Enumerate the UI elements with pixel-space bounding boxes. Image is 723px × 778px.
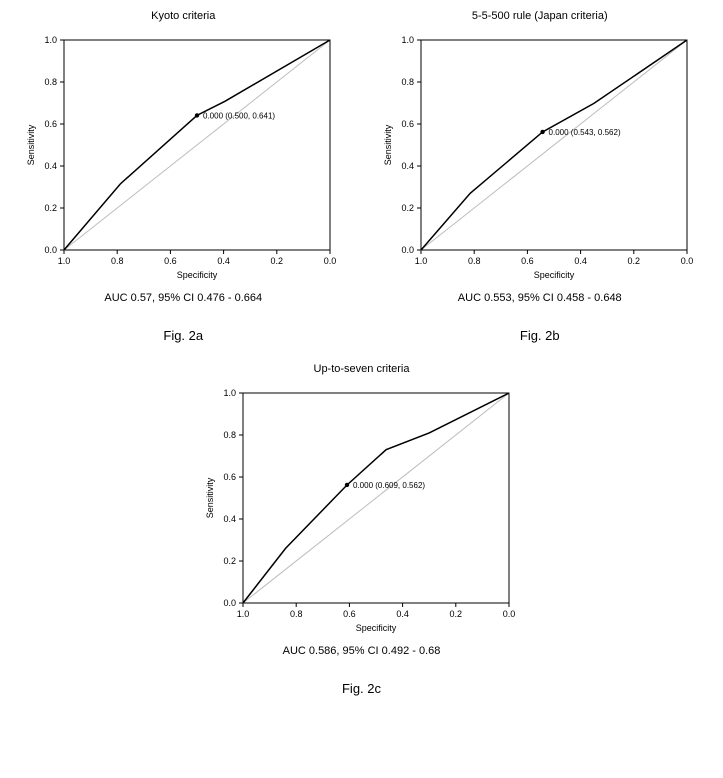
panel-a-fig-label: Fig. 2a [163, 328, 203, 343]
panel-c-fig-label: Fig. 2c [342, 681, 381, 696]
svg-text:Sensitivity: Sensitivity [383, 124, 393, 165]
svg-text:1.0: 1.0 [223, 388, 236, 398]
svg-text:0.0: 0.0 [223, 598, 236, 608]
svg-text:0.000 (0.543, 0.562): 0.000 (0.543, 0.562) [548, 128, 620, 137]
svg-text:0.4: 0.4 [45, 161, 58, 171]
panel-a: Kyoto criteria 1.0 0.8 0.6 0.4 0.2 0.0 0.0 0.2 0… [10, 10, 357, 343]
panel-b-auc: AUC 0.553, 95% CI 0.458 - 0.648 [458, 292, 622, 304]
svg-text:0.2: 0.2 [627, 256, 640, 266]
top-row: Kyoto criteria 1.0 0.8 0.6 0.4 0.2 0.0 0.0 0.2 0… [10, 10, 713, 343]
svg-text:0.8: 0.8 [401, 77, 414, 87]
svg-text:0.2: 0.2 [223, 556, 236, 566]
svg-text:0.8: 0.8 [111, 256, 124, 266]
panel-b-chart: 1.0 0.8 0.6 0.4 0.2 0.0 0.0 0.2 0.4 0.6 0.8 1.0 Spec… [375, 26, 705, 286]
svg-text:0.0: 0.0 [401, 245, 414, 255]
svg-text:0.000 (0.609, 0.562): 0.000 (0.609, 0.562) [353, 481, 425, 490]
svg-text:0.000 (0.500, 0.641): 0.000 (0.500, 0.641) [203, 111, 275, 120]
panel-c: Up-to-seven criteria 1.00.80.60.40.20.00… [187, 363, 537, 696]
svg-text:0.4: 0.4 [218, 256, 231, 266]
svg-text:1.0: 1.0 [58, 256, 71, 266]
svg-text:Sensitivity: Sensitivity [205, 477, 215, 518]
svg-text:1.0: 1.0 [401, 35, 414, 45]
svg-text:0.0: 0.0 [45, 245, 58, 255]
panel-c-title: Up-to-seven criteria [314, 363, 410, 375]
panel-c-auc: AUC 0.586, 95% CI 0.492 - 0.68 [283, 645, 441, 657]
svg-text:0.8: 0.8 [45, 77, 58, 87]
svg-text:0.2: 0.2 [449, 609, 462, 619]
svg-text:0.8: 0.8 [468, 256, 481, 266]
svg-text:0.2: 0.2 [271, 256, 284, 266]
svg-text:0.6: 0.6 [164, 256, 177, 266]
svg-text:0.8: 0.8 [223, 430, 236, 440]
svg-text:0.4: 0.4 [396, 609, 409, 619]
svg-text:0.6: 0.6 [223, 472, 236, 482]
svg-text:1.0: 1.0 [45, 35, 58, 45]
panel-b-fig-label: Fig. 2b [520, 328, 560, 343]
svg-text:1.0: 1.0 [414, 256, 427, 266]
panel-c-chart: 1.0 0.8 0.6 0.4 0.2 0.0 0.0 0.2 0.4 0.6 0.8 1.0 Spec… [197, 379, 527, 639]
svg-text:Specificity: Specificity [533, 270, 574, 280]
svg-text:0.4: 0.4 [223, 514, 236, 524]
panel-a-title: Kyoto criteria [151, 10, 215, 22]
panel-b-title: 5-5-500 rule (Japan criteria) [472, 10, 608, 22]
svg-text:0.6: 0.6 [401, 119, 414, 129]
svg-text:0.6: 0.6 [45, 119, 58, 129]
panel-b: 5-5-500 rule (Japan criteria) 1.0 0.8 0.6 0… [367, 10, 714, 343]
svg-text:0.6: 0.6 [343, 609, 356, 619]
svg-text:0.6: 0.6 [521, 256, 534, 266]
svg-text:0.4: 0.4 [574, 256, 587, 266]
svg-text:1.0: 1.0 [236, 609, 249, 619]
svg-text:Specificity: Specificity [177, 270, 218, 280]
svg-text:0.0: 0.0 [324, 256, 337, 266]
svg-text:0.2: 0.2 [401, 203, 414, 213]
svg-text:0.0: 0.0 [680, 256, 693, 266]
svg-text:0.4: 0.4 [401, 161, 414, 171]
panel-a-chart: 1.0 0.8 0.6 0.4 0.2 0.0 0.0 0.2 0.4 0.6 0.8 1.0 Spec… [18, 26, 348, 286]
panel-a-auc: AUC 0.57, 95% CI 0.476 - 0.664 [104, 292, 262, 304]
svg-text:0.2: 0.2 [45, 203, 58, 213]
svg-text:0.0: 0.0 [502, 609, 515, 619]
svg-text:Specificity: Specificity [355, 623, 396, 633]
svg-text:0.8: 0.8 [289, 609, 302, 619]
svg-text:Sensitivity: Sensitivity [26, 124, 36, 165]
